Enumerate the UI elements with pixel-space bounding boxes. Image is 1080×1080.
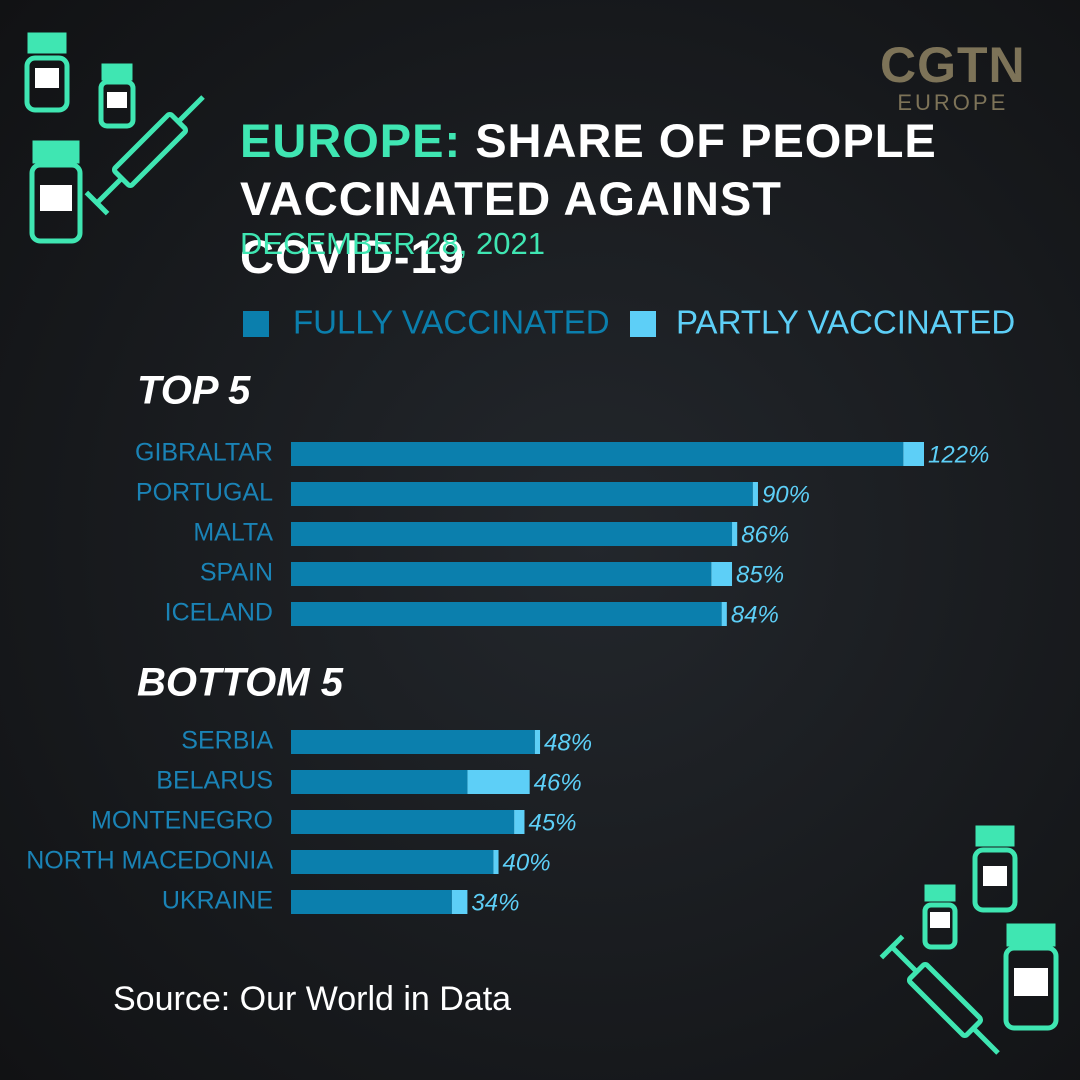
category-label: UKRAINE	[162, 887, 273, 915]
group-title: TOP 5	[137, 369, 251, 413]
title-text: SHARE OF PEOPLE VACCINATED AGAINST COVID…	[240, 114, 937, 283]
bar-segment	[291, 770, 468, 794]
bar-segment	[291, 810, 515, 834]
legend-label: PARTLY VACCINATED	[676, 304, 1015, 341]
value-label: 34%	[471, 889, 519, 916]
logo-name: CGTN	[880, 37, 1026, 93]
value-label: 46%	[534, 769, 582, 796]
category-label: MONTENEGRO	[91, 807, 273, 835]
bar-segment	[291, 730, 535, 754]
chart-title: EUROPE: SHARE OF PEOPLE VACCINATED AGAIN…	[240, 112, 940, 286]
value-label: 85%	[736, 561, 784, 588]
bar-segment	[752, 482, 758, 506]
category-label: ICELAND	[165, 599, 273, 627]
legend-label: FULLY VACCINATED	[293, 304, 610, 341]
category-label: NORTH MACEDONIA	[26, 847, 273, 875]
bar-segment	[493, 850, 499, 874]
bar-segment	[291, 442, 904, 466]
value-label: 45%	[528, 809, 576, 836]
category-label: MALTA	[193, 519, 273, 547]
value-label: 122%	[928, 441, 989, 468]
value-label: 40%	[503, 849, 551, 876]
bar-segment	[732, 522, 738, 546]
bar-segment	[467, 770, 530, 794]
logo-region: EUROPE	[897, 90, 1009, 115]
bar-segment	[451, 890, 468, 914]
bar-segment	[291, 890, 452, 914]
category-label: SPAIN	[200, 559, 273, 587]
value-label: 84%	[731, 601, 779, 628]
value-label: 90%	[762, 481, 810, 508]
category-label: PORTUGAL	[136, 479, 273, 507]
bar-segment	[903, 442, 924, 466]
bar-segment	[711, 562, 733, 586]
group-title: BOTTOM 5	[137, 661, 344, 705]
bar-segment	[721, 602, 727, 626]
legend-swatch	[243, 311, 269, 337]
title-highlight: EUROPE:	[240, 114, 462, 167]
category-label: GIBRALTAR	[135, 439, 273, 467]
bar-segment	[291, 522, 733, 546]
value-label: 86%	[741, 521, 789, 548]
bar-segment	[291, 562, 712, 586]
logo: CGTN EUROPE	[880, 40, 1026, 116]
bar-segment	[291, 602, 722, 626]
value-label: 48%	[544, 729, 592, 756]
decoration	[24, 32, 1059, 1055]
legend-swatch	[630, 311, 656, 337]
source: Source: Our World in Data	[113, 980, 512, 1018]
bar-segment	[514, 810, 525, 834]
subtitle: DECEMBER 28, 2021	[240, 226, 545, 261]
bar-segment	[291, 482, 753, 506]
bar-segment	[534, 730, 541, 754]
bar-segment	[291, 850, 494, 874]
category-label: SERBIA	[181, 727, 273, 755]
category-label: BELARUS	[156, 767, 273, 795]
